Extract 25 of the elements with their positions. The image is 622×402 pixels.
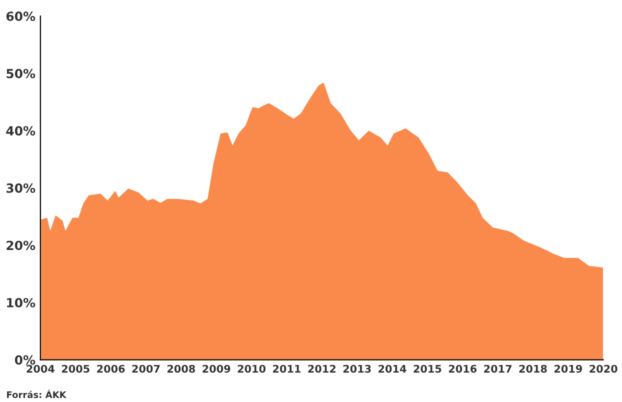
y-tick-label: 10% xyxy=(7,298,36,308)
x-tick-label: 2012 xyxy=(308,364,336,373)
x-tick-label: 2005 xyxy=(62,364,90,373)
x-tick-label: 2010 xyxy=(238,364,266,373)
x-tick-label: 2017 xyxy=(484,364,512,373)
x-tick-label: 2016 xyxy=(448,364,477,373)
x-tick-label: 2018 xyxy=(519,364,547,373)
x-tick-label: 2014 xyxy=(378,364,406,373)
y-tick-label: 30% xyxy=(6,183,36,193)
text: Forrás: ÁKK xyxy=(7,390,67,398)
x-tick-label: 2004 xyxy=(26,364,54,373)
y-tick-label: 0% xyxy=(14,355,36,365)
x-tick-label: 2011 xyxy=(273,364,300,373)
x-tick-label: 2006 xyxy=(97,364,125,373)
x-tick-label: 2020 xyxy=(590,364,618,373)
x-tick-label: 2007 xyxy=(132,364,160,373)
x-tick-label: 2009 xyxy=(202,364,230,373)
y-tick-label: 20% xyxy=(6,240,36,250)
y-tick-label: 60% xyxy=(6,12,36,22)
x-tick-label: 2008 xyxy=(167,364,196,373)
x-tick-label: 2013 xyxy=(343,364,371,373)
x-tick-label: 2015 xyxy=(414,364,442,373)
y-tick-label: 40% xyxy=(6,126,36,136)
y-tick-label: 50% xyxy=(6,68,36,78)
x-tick-label: 2019 xyxy=(554,364,582,373)
